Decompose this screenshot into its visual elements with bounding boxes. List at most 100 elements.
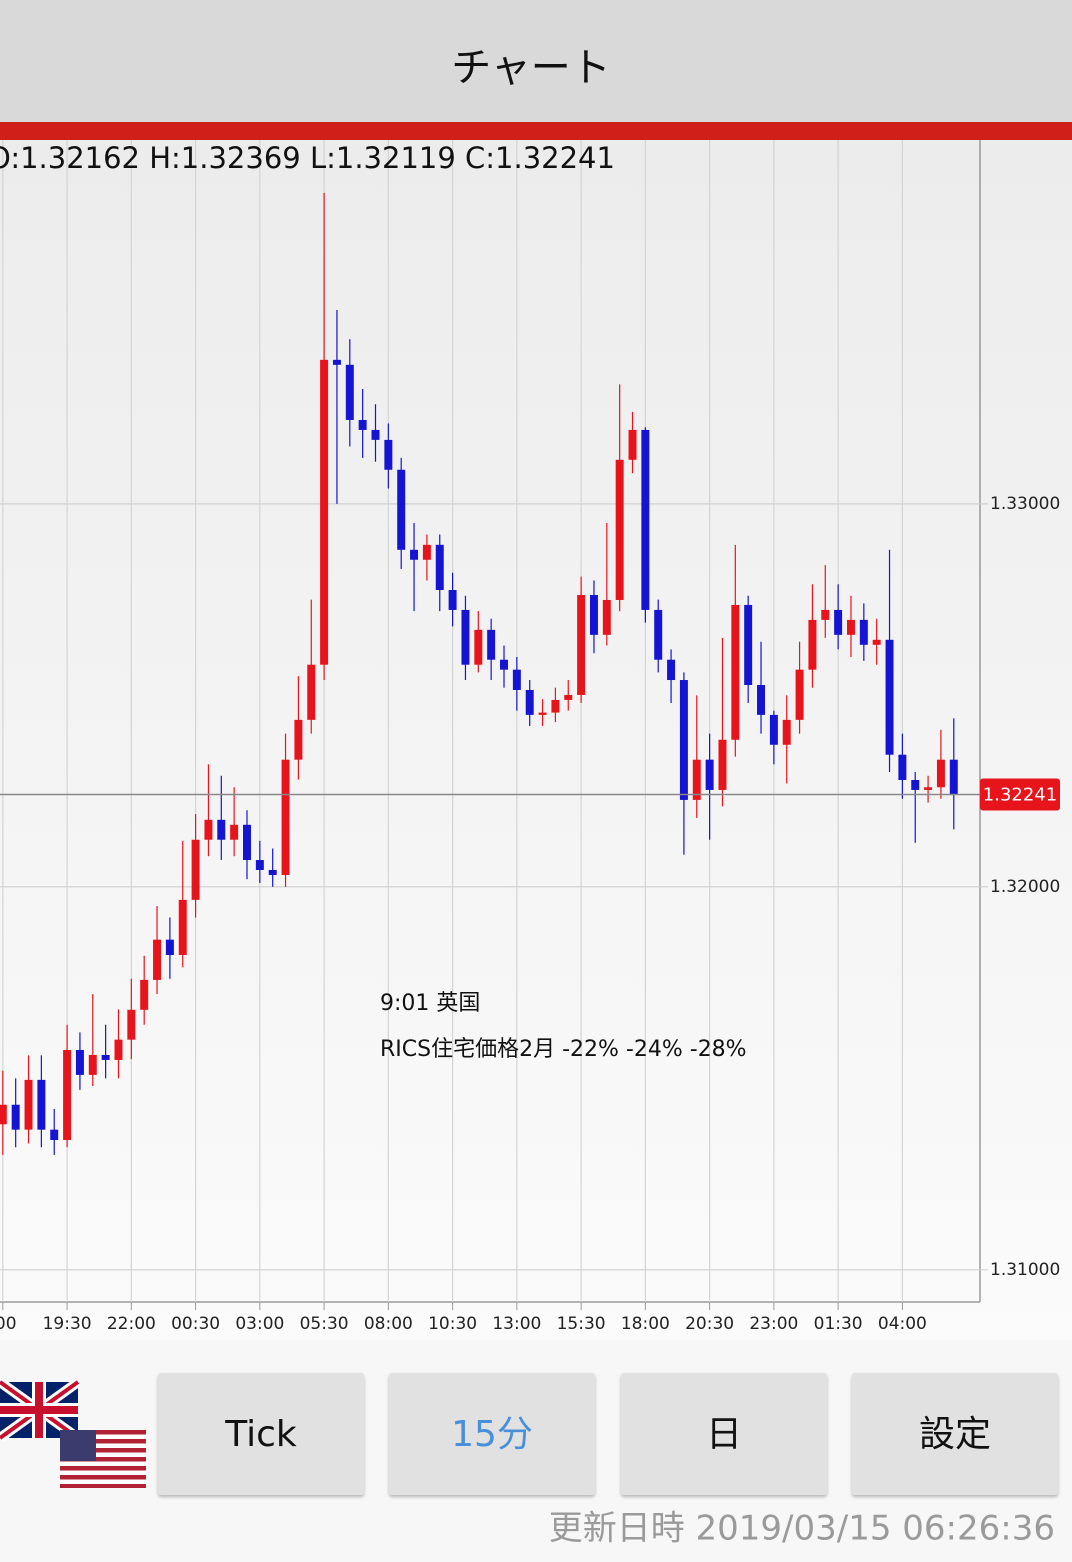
candle-body (782, 719, 791, 745)
candle-body (821, 609, 830, 620)
candle-body (705, 759, 714, 790)
tab-button[interactable]: 15分 (389, 1373, 595, 1495)
candle-body (24, 1079, 33, 1130)
header-bar (0, 0, 1072, 122)
candle-body (538, 712, 547, 715)
candle-body (654, 609, 663, 660)
candle-body (525, 689, 534, 715)
x-tick-label: 03:00 (235, 1314, 284, 1334)
candle-body (153, 939, 162, 980)
candle-body (358, 419, 367, 430)
candle-body (448, 590, 457, 610)
candle-body (127, 1009, 136, 1040)
candle-body (757, 684, 766, 715)
x-tick-label: 04:00 (878, 1314, 927, 1334)
candle-body (37, 1079, 46, 1130)
candle-body (307, 664, 316, 720)
candle-body (628, 429, 637, 460)
candle-body (500, 659, 508, 670)
uk-flag (0, 1377, 81, 1443)
candle-body (397, 469, 406, 550)
candle-body (641, 429, 650, 610)
candle-body (410, 549, 419, 560)
candle-body (422, 544, 431, 560)
candle-body (371, 429, 380, 440)
candle-body (924, 787, 933, 790)
x-tick-label: 00:30 (171, 1314, 220, 1334)
candle-body (602, 599, 611, 635)
candle-body (345, 364, 354, 420)
x-tick-label: 13:00 (492, 1314, 541, 1334)
x-tick-label: 19:30 (43, 1314, 92, 1334)
plot: 1.31000 1.32000 1.33000 :00 19:30 22:00 00:30 0… (0, 140, 1060, 1334)
candle-body (898, 754, 907, 780)
candle-body (615, 459, 624, 600)
candle-body (667, 659, 676, 681)
candle-body (577, 594, 586, 695)
candle-body (692, 759, 701, 800)
candle-body (769, 714, 778, 745)
annotation-text: RICS住宅価格2月 -22% -24% -28% (380, 1037, 747, 1062)
candle-body (911, 779, 920, 790)
candle-body (88, 1054, 97, 1075)
tab-button[interactable]: Tick (158, 1373, 364, 1495)
candle-body (384, 439, 393, 470)
candle-body (795, 669, 804, 720)
candle-body (936, 759, 945, 788)
candle-body (872, 639, 881, 645)
candle-body (63, 1049, 72, 1140)
candle-body (114, 1039, 123, 1060)
candle-body (217, 819, 226, 840)
button-label[interactable]: Tick (224, 1414, 297, 1455)
candle-body (744, 604, 753, 685)
candle-body (949, 759, 958, 795)
candle-body (204, 819, 213, 840)
candle-body (808, 619, 817, 670)
candle-body (859, 619, 868, 645)
button-face[interactable] (389, 1373, 595, 1495)
x-tick-label: :00 (0, 1314, 17, 1334)
updated-time: 更新日時 2019/03/15 06:26:36 (549, 1509, 1055, 1549)
tab-button[interactable]: 日 (621, 1373, 827, 1495)
candle-body (11, 1104, 20, 1130)
last-price-label: 1.32241 (983, 785, 1057, 806)
candle-body (230, 824, 239, 840)
candle-body (332, 359, 341, 365)
button-row: Tick 15分 日 設定 (158, 1373, 1058, 1495)
candle-body (0, 1104, 7, 1125)
candle-body (834, 609, 843, 635)
x-tick-label: 08:00 (364, 1314, 413, 1334)
y-tick-label: 1.31000 (990, 1260, 1060, 1280)
button-face[interactable] (621, 1373, 827, 1495)
candle-body (474, 629, 483, 665)
candle-body (268, 869, 277, 875)
y-tick-label: 1.32000 (990, 877, 1060, 897)
y-tick-label: 1.33000 (990, 494, 1060, 514)
x-tick-label: 01:30 (814, 1314, 863, 1334)
candle-body (512, 669, 521, 690)
x-tick-label: 15:30 (557, 1314, 606, 1334)
candle-body (731, 604, 740, 740)
candle-body (294, 719, 303, 760)
button-label[interactable]: 日 (706, 1414, 742, 1455)
button-face[interactable] (852, 1373, 1058, 1495)
us-flag (60, 1430, 146, 1488)
candle-body (435, 544, 444, 591)
x-tick-label: 22:00 (107, 1314, 156, 1334)
button-face[interactable] (158, 1373, 364, 1495)
candle-body (461, 609, 470, 665)
chart-area (0, 140, 1072, 1340)
x-tick-label: 18:00 (621, 1314, 670, 1334)
button-label[interactable]: 設定 (919, 1414, 991, 1455)
candle-body (140, 979, 149, 1010)
x-tick-label: 20:30 (685, 1314, 734, 1334)
accent-bar (0, 122, 1072, 140)
x-tick-label: 23:00 (749, 1314, 798, 1334)
tab-button[interactable]: 設定 (852, 1373, 1058, 1495)
button-label[interactable]: 15分 (451, 1414, 533, 1455)
candle-body (718, 739, 727, 790)
candle-body (255, 860, 264, 870)
candle-body (178, 899, 187, 956)
candle-body (281, 759, 290, 875)
